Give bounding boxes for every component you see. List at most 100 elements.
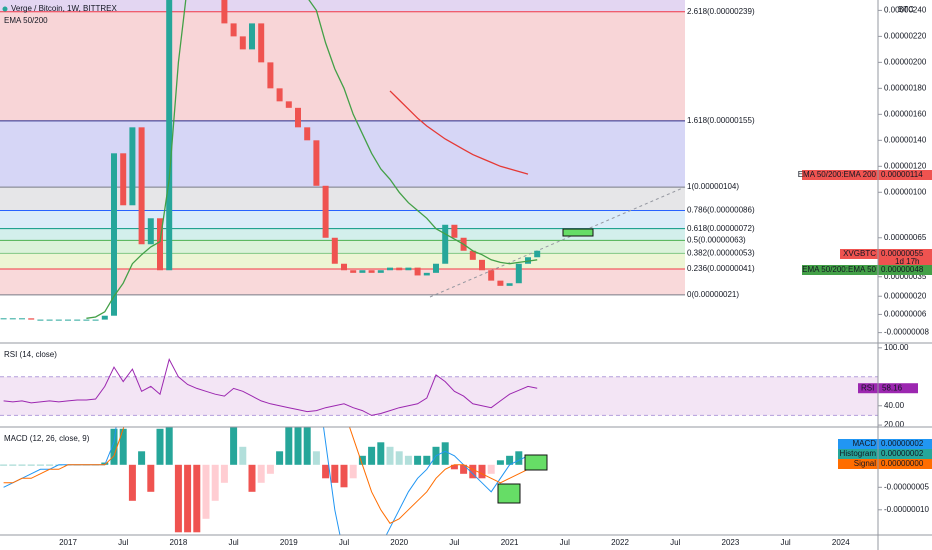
fib-band [0, 210, 685, 229]
badge-name: XVGBTC [843, 249, 876, 258]
legend-value: 0.00000002 [881, 449, 924, 458]
histogram-bar [285, 427, 293, 465]
candle [405, 267, 412, 271]
fib-band [0, 268, 685, 295]
y-tick-label: 0.00000006 [884, 310, 927, 319]
histogram-bar [266, 464, 274, 474]
histogram-bar [193, 464, 201, 533]
histogram-bar [36, 464, 44, 466]
histogram-bar [460, 464, 468, 474]
legend-name: MACD [852, 439, 876, 448]
price-badge [840, 249, 878, 259]
x-tick-label: 2023 [722, 538, 740, 547]
status-dot [2, 6, 8, 12]
candle [350, 270, 357, 273]
candle [451, 224, 458, 238]
histogram-bar [414, 455, 422, 465]
fib-band [0, 187, 685, 211]
candle [331, 237, 338, 264]
y-tick-label: 0.00000240 [884, 6, 927, 15]
x-tick-label: 2024 [832, 538, 850, 547]
histogram-bar [202, 464, 210, 519]
x-tick-label: Jul [560, 538, 570, 547]
candle [101, 315, 108, 320]
badge-name: EMA 50/200:EMA 50 [802, 265, 876, 274]
target-box [562, 228, 594, 237]
candle [276, 88, 283, 102]
histogram-bar [349, 464, 357, 479]
histogram-bar [469, 464, 477, 479]
fib-label: 0.618(0.00000072) [687, 224, 755, 233]
fib-label: 0.236(0.00000041) [687, 264, 755, 273]
candle [157, 218, 163, 271]
histogram-bar [248, 464, 256, 492]
candle [534, 250, 541, 258]
candle [368, 270, 375, 273]
candle [147, 218, 154, 245]
indicator-line [3, 358, 538, 416]
y-tick-label: 0.00000020 [884, 291, 927, 300]
histogram-bar [220, 464, 228, 483]
price-badge [878, 249, 932, 267]
histogram-bar [184, 464, 192, 533]
legend-name: Histogram [840, 449, 877, 458]
histogram-bar [478, 464, 486, 479]
highlight-box [524, 454, 548, 471]
fib-band [0, 11, 685, 121]
legend-value: 0.00000002 [881, 439, 924, 448]
histogram-bar [18, 464, 26, 466]
axes: 0.00000240 0.00000220 0.00000200 0.00000180… [59, 6, 932, 547]
badge-value: 0.00000114 [881, 170, 923, 179]
price-badge [802, 170, 932, 180]
histogram-bar [46, 464, 54, 466]
fib-band [0, 0, 685, 12]
macd-pane [0, 427, 541, 535]
histogram-bar [110, 428, 118, 465]
candle [497, 280, 504, 286]
y-tick-label: 0.00000180 [884, 83, 927, 92]
candle [258, 23, 265, 63]
candle [396, 267, 403, 271]
legend-name: Signal [854, 459, 876, 468]
histogram-bar [9, 464, 17, 466]
symbol-title: Verge / Bitcoin, 1W, BITTREX [11, 4, 117, 13]
histogram-bar [128, 464, 136, 501]
x-tick-label: 2017 [59, 538, 77, 547]
candle [479, 259, 485, 271]
price-badge [802, 265, 932, 275]
candle [433, 263, 439, 273]
candle [9, 318, 16, 320]
histogram-bar [340, 464, 348, 488]
rsi-pane [0, 358, 878, 416]
x-tick-label: 2022 [611, 538, 629, 547]
x-tick-label: Jul [449, 538, 459, 547]
y-tick-label: 0.00000220 [884, 31, 927, 40]
legend-badge [838, 459, 932, 469]
candle [28, 318, 35, 320]
histogram-bar [165, 427, 173, 465]
rsi-badge-value: 58.16 [882, 383, 903, 392]
candle [129, 127, 136, 206]
candle [359, 270, 366, 273]
histogram-bar [322, 464, 330, 479]
histogram-bar [487, 464, 495, 474]
x-tick-label: 2021 [501, 538, 519, 547]
histogram-bar [441, 442, 449, 465]
rsi-badge [878, 383, 918, 394]
fib-label: 0.382(0.00000053) [687, 248, 755, 257]
candle [0, 318, 7, 320]
x-tick-label: Jul [339, 538, 349, 547]
candle [515, 263, 522, 284]
candle [120, 153, 127, 206]
y-tick-label: -0.00000005 [884, 482, 929, 491]
candle [138, 127, 145, 245]
histogram-bar [211, 464, 219, 501]
y-tick-label: -0.00000010 [884, 505, 929, 514]
histogram-bar [119, 428, 127, 465]
candle [239, 36, 246, 50]
candle [488, 270, 495, 281]
candle [92, 319, 99, 321]
candle [166, 0, 173, 271]
histogram-bar [138, 451, 146, 465]
